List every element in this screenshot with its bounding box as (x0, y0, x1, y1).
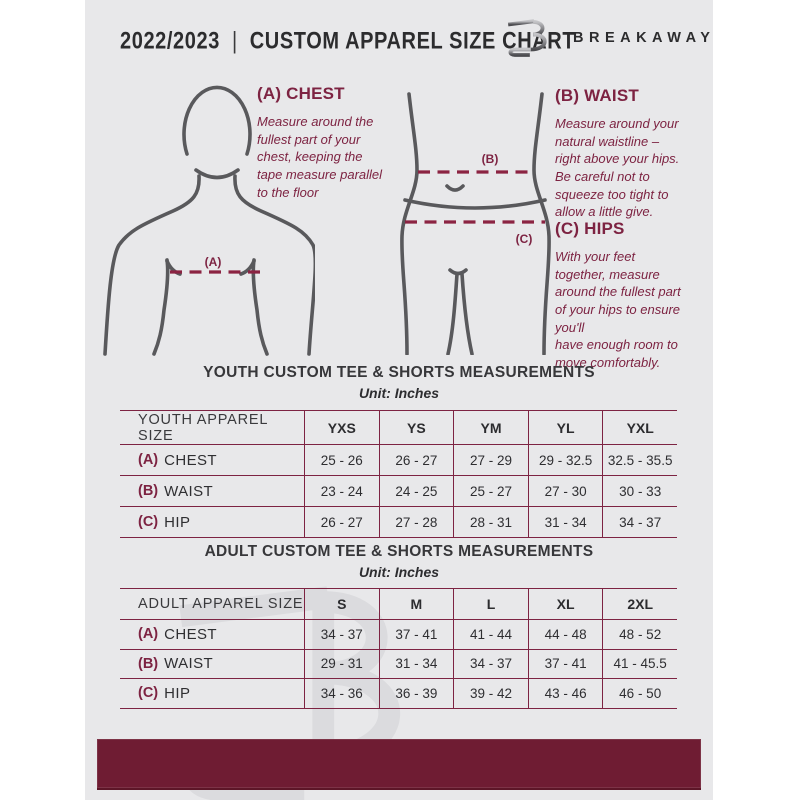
youth-table-title: YOUTH CUSTOM TEE & SHORTS MEASUREMENTS (203, 364, 595, 381)
brand-name: BREAKAWAY (573, 30, 716, 46)
table-row: (B) WAIST 29 - 31 31 - 34 34 - 37 37 - 4… (120, 649, 677, 679)
row-label: (A) CHEST (138, 625, 217, 643)
measurement-cell: 37 - 41 (527, 649, 603, 678)
row-label: (A) CHEST (138, 451, 217, 469)
row-label: (C) HIP (138, 513, 191, 531)
row-label: (C) HIP (138, 684, 191, 702)
season-label: 2022/2023 (120, 28, 220, 55)
measurement-cell: 34 - 37 (304, 620, 379, 649)
measurement-cell: 34 - 36 (304, 679, 379, 708)
size-header: 2XL (602, 589, 677, 619)
table-row: (C) HIP 34 - 36 36 - 39 39 - 42 43 - 46 … (120, 679, 677, 709)
measurement-cell: 39 - 42 (453, 679, 528, 708)
measurement-cell: 34 - 37 (453, 649, 528, 678)
size-header: YXL (602, 411, 677, 444)
table-header-row: YOUTH APPAREL SIZE YXS YS YM YL YXL (120, 411, 677, 445)
page-background: 2022/2023 | CUSTOM APPAREL SIZE CHART BREA… (85, 0, 713, 800)
measurement-cell: 34 - 37 (602, 507, 677, 537)
youth-size-table: YOUTH APPAREL SIZE YXS YS YM YL YXL (A) … (120, 410, 677, 538)
hips-heading: (C) HIPS (555, 219, 625, 238)
measurement-cell: 26 - 27 (378, 445, 454, 475)
measurement-cell: 28 - 31 (453, 507, 528, 537)
table-row: (A) CHEST 34 - 37 37 - 41 41 - 44 44 - 4… (120, 620, 677, 650)
chest-description: Measure around the fullest part of your … (257, 114, 383, 200)
waist-line-label: (B) (482, 152, 499, 166)
chest-figure: (A) (103, 85, 315, 356)
measurement-cell: 36 - 39 (378, 679, 454, 708)
youth-first-column-header: YOUTH APPAREL SIZE (138, 411, 268, 444)
measurement-cell: 23 - 24 (304, 476, 379, 506)
measurement-cell: 29 - 31 (304, 649, 379, 678)
table-header-row: ADULT APPAREL SIZE S M L XL 2XL (120, 589, 677, 620)
youth-table-unit: Unit: Inches (358, 385, 440, 401)
table-row: (A) CHEST 25 - 26 26 - 27 27 - 29 29 - 3… (120, 445, 677, 476)
adult-table-unit: Unit: Inches (358, 564, 440, 580)
section-hips: (C) HIPS With your feet together, measur… (555, 219, 717, 372)
row-label: (B) WAIST (138, 482, 214, 500)
adult-first-column-header: ADULT APPAREL SIZE (138, 596, 304, 612)
measurement-cell: 24 - 25 (378, 476, 454, 506)
chest-line-label: (A) (205, 255, 222, 269)
measurement-cell: 30 - 33 (602, 476, 677, 506)
measurement-cell: 41 - 45.5 (602, 649, 677, 678)
size-header: S (304, 589, 379, 619)
measurement-cell: 26 - 27 (304, 507, 379, 537)
section-waist: (B) WAIST Measure around your natural wa… (555, 86, 717, 221)
adult-size-table: ADULT APPAREL SIZE S M L XL 2XL (A) CHES… (120, 588, 677, 709)
size-header: YS (378, 411, 454, 444)
table-row: (C) HIP 26 - 27 27 - 28 28 - 31 31 - 34 … (120, 507, 677, 538)
table-row: (B) WAIST 23 - 24 24 - 25 25 - 27 27 - 3… (120, 476, 677, 507)
size-header: YL (527, 411, 603, 444)
measurement-cell: 27 - 30 (527, 476, 603, 506)
measurement-cell: 46 - 50 (602, 679, 677, 708)
waist-description: Measure around your natural waistline – … (555, 116, 680, 220)
hip-line-label: (C) (516, 232, 533, 246)
row-label: (B) WAIST (138, 655, 214, 673)
measurement-cell: 41 - 44 (453, 620, 528, 649)
measurement-cell: 48 - 52 (602, 620, 677, 649)
measurement-cell: 31 - 34 (527, 507, 603, 537)
breakaway-logo-icon (507, 19, 547, 57)
waist-hip-figure: (B) (C) (400, 92, 551, 355)
title-separator: | (231, 28, 238, 55)
chest-heading: (A) CHEST (257, 84, 345, 103)
measurement-cell: 44 - 48 (527, 620, 603, 649)
waist-heading: (B) WAIST (555, 86, 639, 105)
size-header: YXS (304, 411, 379, 444)
size-header: YM (453, 411, 528, 444)
size-header: M (378, 589, 454, 619)
measurement-cell: 29 - 32.5 (527, 445, 603, 475)
section-chest: (A) CHEST Measure around the fullest par… (257, 84, 419, 201)
size-header: L (453, 589, 528, 619)
measurement-cell: 27 - 29 (453, 445, 528, 475)
measurement-cell: 27 - 28 (378, 507, 454, 537)
measurement-cell: 25 - 27 (453, 476, 528, 506)
measurement-cell: 37 - 41 (378, 620, 454, 649)
size-header: XL (527, 589, 603, 619)
adult-table-title: ADULT CUSTOM TEE & SHORTS MEASUREMENTS (204, 543, 594, 560)
measurement-cell: 31 - 34 (378, 649, 454, 678)
measurement-cell: 43 - 46 (527, 679, 603, 708)
footer-bar (97, 739, 701, 790)
measurement-cell: 32.5 - 35.5 (602, 445, 677, 475)
measurement-cell: 25 - 26 (304, 445, 379, 475)
hips-description: With your feet together, measure around … (555, 249, 681, 371)
